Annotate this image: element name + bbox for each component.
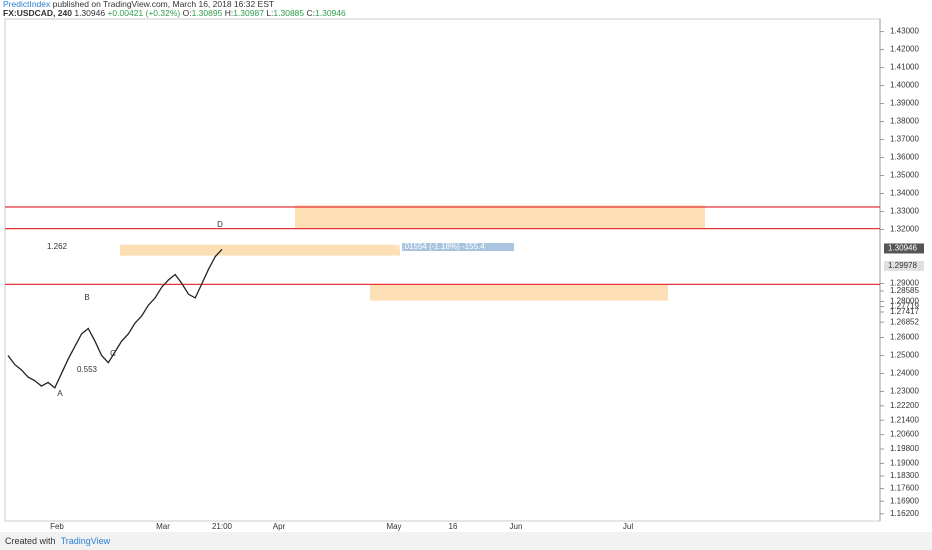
x-tick-label: Mar: [156, 522, 170, 531]
y-tick-label: 1.27417: [890, 307, 919, 316]
header-line: FX:USDCAD, 240 1.30946 +0.00421 (+0.32%)…: [3, 9, 346, 18]
change: +0.00421 (+0.32%): [107, 8, 181, 18]
x-tick-label: 21:00: [212, 522, 233, 531]
price-marker: [884, 243, 924, 254]
zone: [120, 244, 400, 256]
x-tick-label: Jun: [510, 522, 523, 531]
ohlc: 1.30895: [191, 8, 223, 18]
y-tick-label: 1.28585: [890, 286, 919, 295]
x-tick-label: Feb: [50, 522, 64, 531]
y-tick-label: 1.36000: [890, 153, 919, 162]
y-tick-label: 1.39000: [890, 99, 919, 108]
y-tick-label: 1.26000: [890, 333, 919, 342]
y-tick-label: 1.32000: [890, 225, 919, 234]
y-tick-label: 1.19000: [890, 459, 919, 468]
zone: [370, 284, 668, 301]
ohlc-label: H:: [224, 8, 234, 18]
annotation: B: [84, 293, 89, 302]
author: PredictIndex: [3, 0, 51, 9]
ohlc-label: L:: [266, 8, 274, 18]
annotation: 1.262: [47, 242, 68, 251]
y-tick-label: 1.28000: [890, 297, 919, 306]
x-tick-label: Jul: [623, 522, 633, 531]
price-line: [7, 248, 223, 389]
x-tick-label: May: [386, 522, 401, 531]
zone: [295, 205, 705, 229]
created: Created with: [5, 536, 56, 546]
y-tick-label: 1.26852: [890, 317, 919, 326]
y-tick-label: 1.23000: [890, 387, 919, 396]
y-tick-label: 1.24000: [890, 369, 919, 378]
measure-box: [402, 243, 514, 251]
y-tick-label: 1.22200: [890, 401, 919, 410]
ohlc: 1.30946: [315, 8, 346, 18]
y-tick-label: 1.29000: [890, 279, 919, 288]
annotation: C: [110, 349, 116, 358]
ohlc: 1.30987: [233, 8, 264, 18]
published: published on TradingView.com, March 16, …: [52, 0, 275, 9]
x-tick-label: Apr: [273, 522, 286, 531]
y-tick-label: 1.21400: [890, 415, 919, 424]
annotation: D: [217, 220, 223, 229]
last: 1.30946: [74, 8, 106, 18]
price-label: 1.29978: [888, 261, 917, 270]
y-tick-label: 1.25000: [890, 351, 919, 360]
y-tick-label: 1.17600: [890, 484, 919, 493]
y-tick-label: 1.37000: [890, 135, 919, 144]
chart: 1.43000 1.42000 1.41000 1.40000 1.39000 1.380…: [4, 18, 924, 531]
header: PredictIndex published on TradingView.co…: [3, 0, 346, 18]
brand[interactable]: TradingView: [60, 536, 111, 546]
y-tick-label: 1.18300: [890, 471, 919, 480]
ohlc-label: O:: [182, 8, 192, 18]
y-tick-label: 1.16200: [890, 509, 919, 518]
annotation: A: [57, 389, 63, 398]
y-tick-label: 1.19800: [890, 444, 919, 453]
header-line: PredictIndex published on TradingView.co…: [3, 0, 346, 9]
price-label: 1.30946: [888, 244, 917, 253]
footer: Created with TradingView: [0, 532, 932, 550]
y-tick-label: 1.33000: [890, 207, 919, 216]
annotation: -0.01554 (-1.18%) -155.4: [395, 242, 485, 251]
annotation: 0.553: [77, 365, 98, 374]
y-tick-label: 1.35000: [890, 171, 919, 180]
y-tick-label: 1.42000: [890, 45, 919, 54]
y-tick-label: 1.40000: [890, 81, 919, 90]
y-tick-label: 1.20600: [890, 430, 919, 439]
symbol: FX:USDCAD, 240: [3, 8, 72, 18]
y-tick-label: 1.41000: [890, 63, 919, 72]
plot-frame: [4, 18, 881, 522]
price-marker: [884, 260, 924, 271]
y-tick-label: 1.38000: [890, 117, 919, 126]
x-tick-label: 16: [449, 522, 458, 531]
y-tick-label: 1.16900: [890, 496, 919, 505]
y-tick-label: 1.27719: [890, 302, 919, 311]
ohlc: 1.30885: [273, 8, 305, 18]
y-tick-label: 1.43000: [890, 27, 919, 36]
y-tick-label: 1.34000: [890, 189, 919, 198]
ohlc-label: C:: [306, 8, 316, 18]
